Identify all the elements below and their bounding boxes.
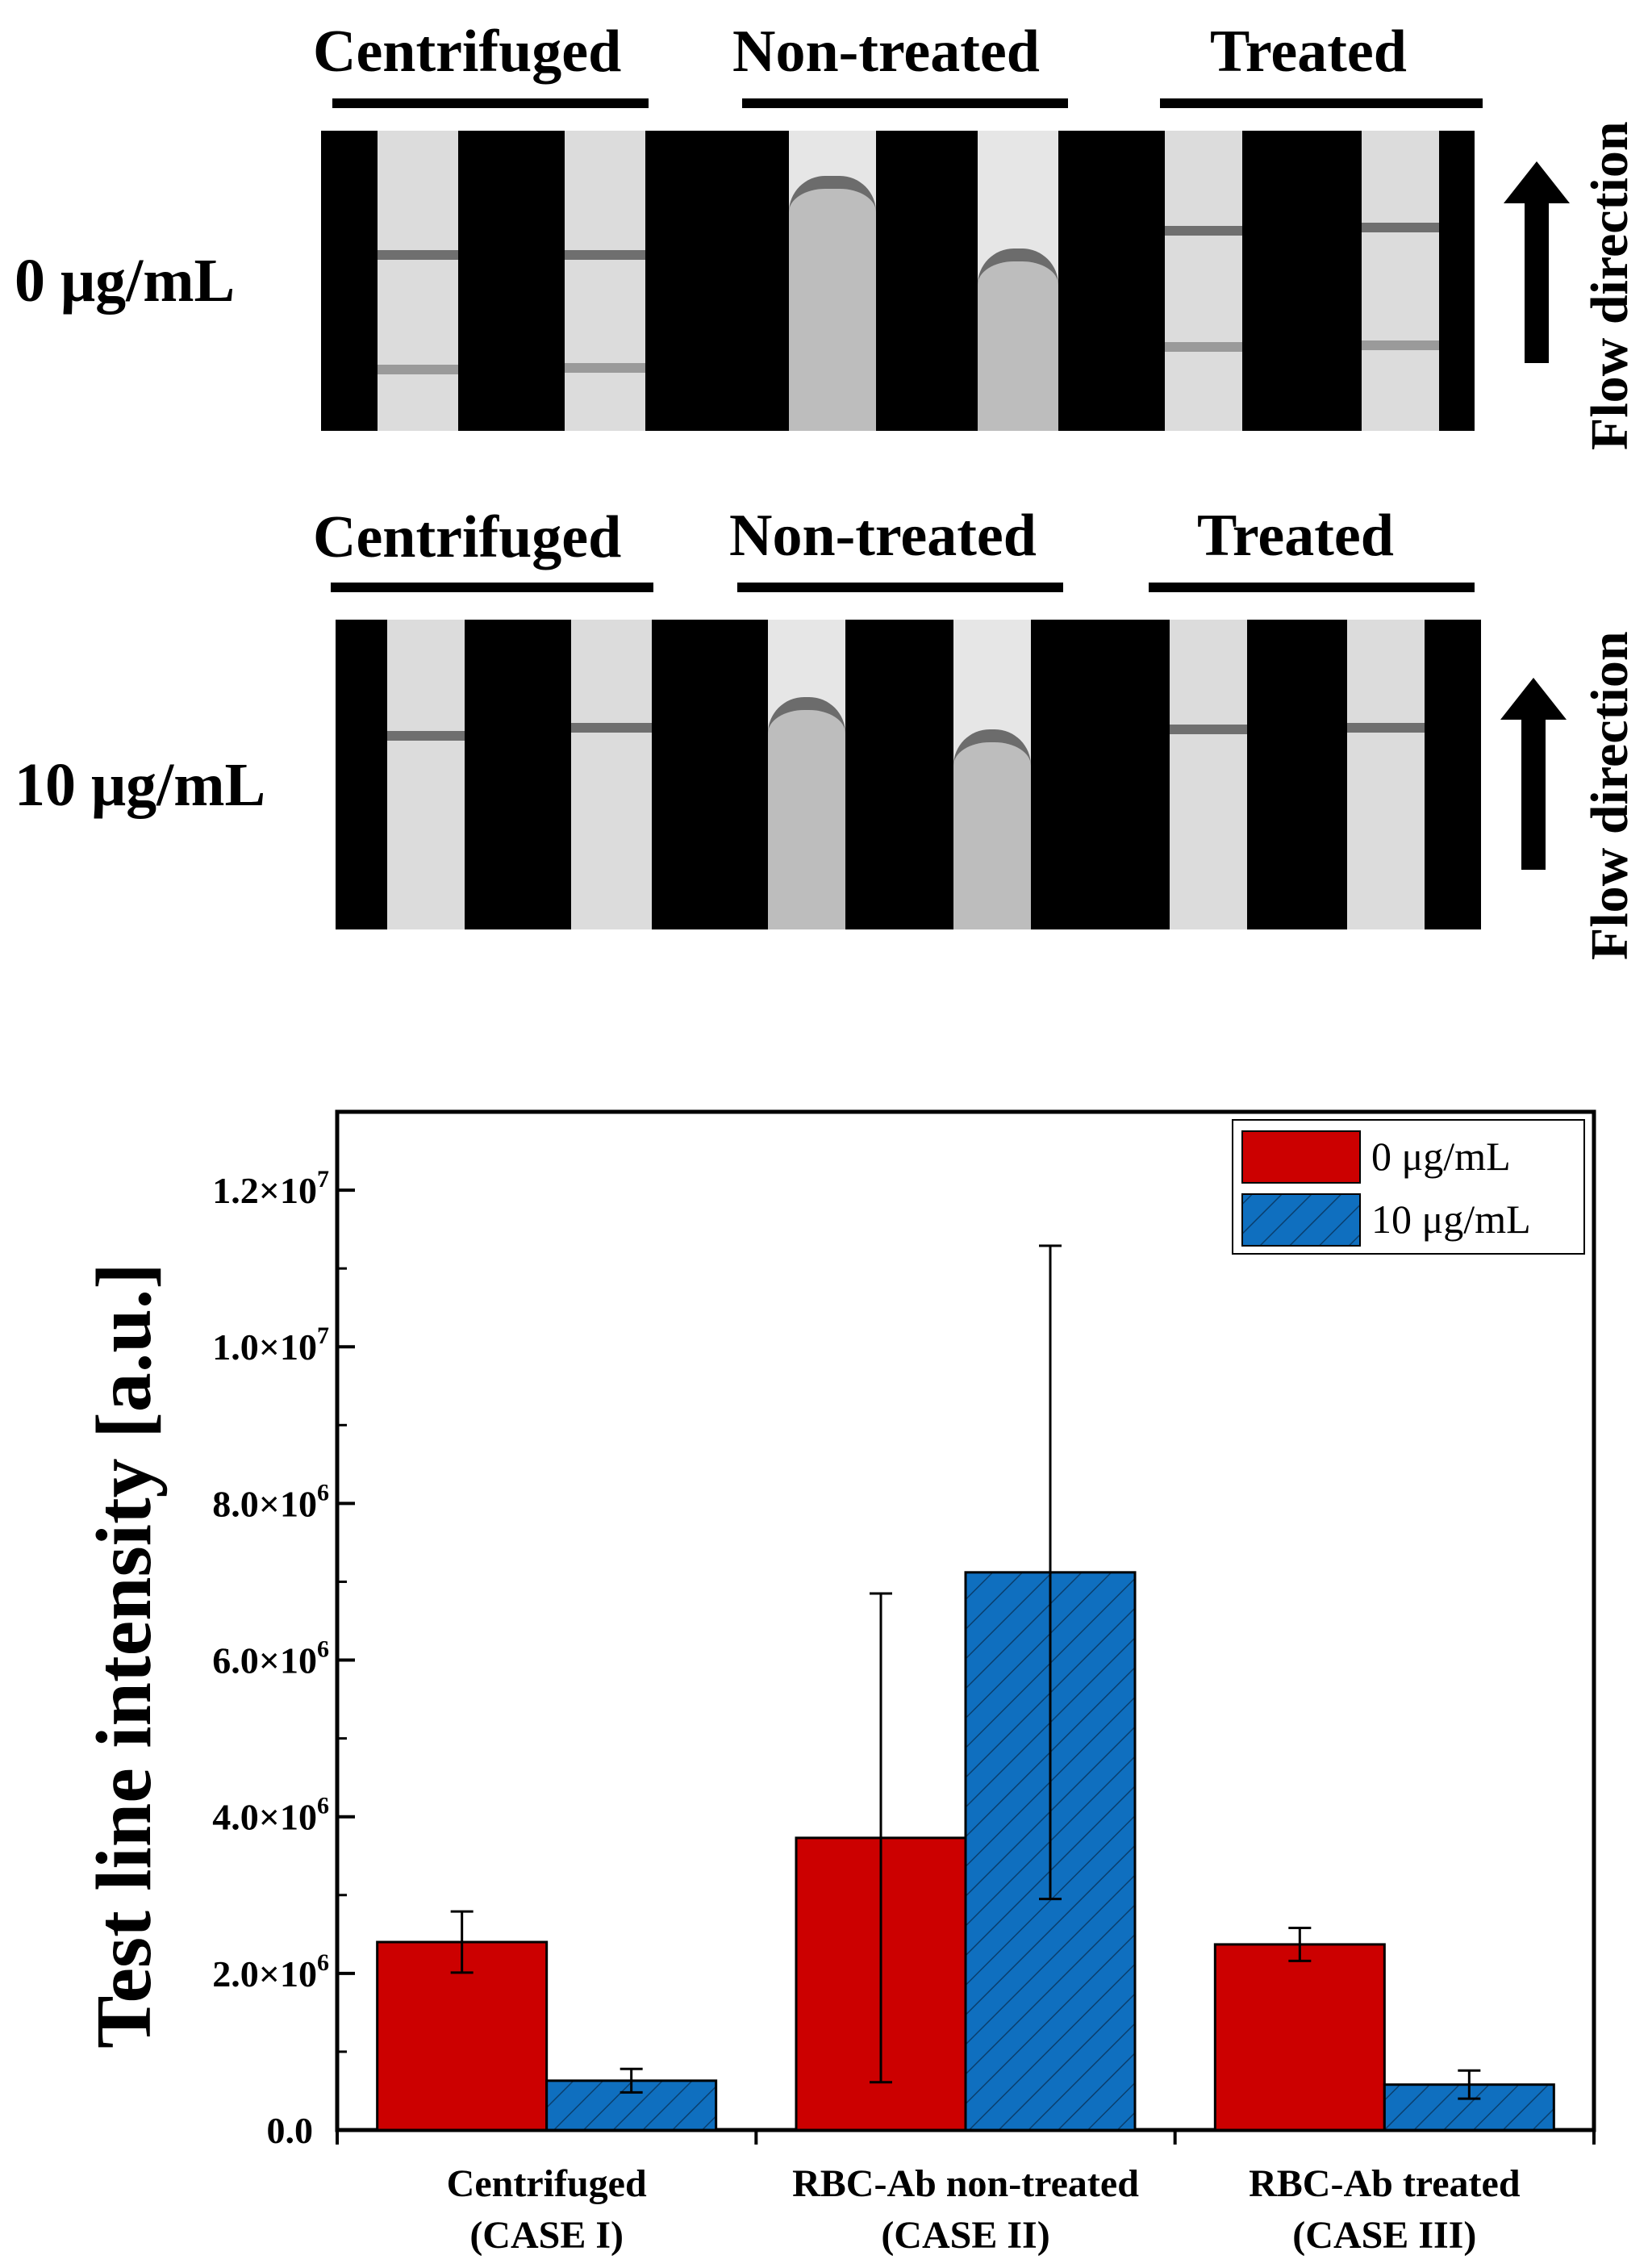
- test-strip: [378, 131, 458, 431]
- test-line: [1362, 223, 1439, 232]
- group-label-centrifuged: Centrifuged: [313, 19, 622, 85]
- test-strip: [978, 131, 1058, 431]
- y-tick-label: 8.0×106: [212, 1479, 329, 1524]
- group-bar-treated: [1160, 98, 1483, 108]
- legend-swatch-0: [1241, 1130, 1361, 1184]
- test-strip: [789, 131, 876, 431]
- x-category-label: (CASE II): [881, 2214, 1049, 2257]
- group-label-non-treated: Non-treated: [729, 503, 1037, 569]
- x-category-label: RBC-Ab non-treated: [792, 2162, 1139, 2205]
- test-strip: [565, 131, 645, 431]
- flow-direction-label: Flow direction: [1580, 631, 1639, 960]
- y-axis-label: Test line intensity [a.u.]: [81, 1263, 168, 2049]
- group-bar-non-treated: [737, 583, 1063, 592]
- legend-swatch-1: [1241, 1193, 1361, 1247]
- error-bar-1-2: [1458, 2069, 1481, 2100]
- flow-arrow-icon: [1500, 678, 1567, 870]
- test-strip: [768, 620, 845, 929]
- test-line: [378, 250, 458, 260]
- group-label-treated: Treated: [1197, 503, 1394, 569]
- control-line: [378, 365, 458, 374]
- test-line: [1347, 723, 1425, 733]
- y-tick-label: 4.0×106: [212, 1793, 329, 1838]
- test-line: [1165, 226, 1242, 236]
- test-strip: [571, 620, 652, 929]
- test-strip: [1347, 620, 1425, 929]
- y-tick-label: 2.0×106: [212, 1949, 329, 1994]
- error-bar-1-1: [1039, 1244, 1062, 1901]
- test-strip: [1170, 620, 1247, 929]
- test-strip: [953, 620, 1031, 929]
- group-bar-centrifuged: [331, 583, 653, 592]
- y-tick-label: 0.0: [267, 2110, 314, 2151]
- legend-label-1: 10 μg/mL: [1371, 1197, 1531, 1242]
- bar-chart: 0.0 2.0×106 4.0×106 6.0×106 8.0×106 1.0×107 1.…: [81, 1109, 1596, 2257]
- error-bar-0-2: [1288, 1927, 1312, 1962]
- test-strip: [1362, 131, 1439, 431]
- group-bar-non-treated: [742, 98, 1068, 108]
- test-line: [387, 731, 465, 741]
- x-category-label: (CASE I): [469, 2214, 624, 2257]
- x-category-label: RBC-Ab treated: [1249, 2162, 1521, 2205]
- control-line: [1362, 340, 1439, 350]
- group-label-non-treated: Non-treated: [732, 19, 1040, 85]
- test-line: [565, 250, 645, 260]
- rbc-blob: [789, 176, 876, 431]
- control-line: [1165, 342, 1242, 352]
- rbc-blob: [953, 729, 1031, 929]
- error-bar-0-1: [870, 1592, 892, 2084]
- test-line: [1170, 725, 1247, 734]
- bar-10ug-2: [1383, 2083, 1555, 2132]
- group-label-treated: Treated: [1210, 19, 1407, 85]
- y-tick-label: 6.0×106: [212, 1636, 329, 1681]
- test-line: [571, 723, 652, 733]
- y-tick-label: 1.0×107: [212, 1322, 329, 1368]
- concentration-label: 0 μg/mL: [15, 247, 236, 315]
- strip-photo: [336, 620, 1481, 929]
- error-bar-0-0: [450, 1910, 474, 1974]
- bar-10ug-0: [545, 2079, 718, 2132]
- legend-label-0: 0 μg/mL: [1371, 1134, 1511, 1179]
- flow-arrow-icon: [1504, 161, 1570, 363]
- concentration-label: 10 μg/mL: [15, 751, 266, 819]
- control-line: [565, 363, 645, 373]
- strip-photo: [321, 131, 1475, 431]
- group-bar-centrifuged: [332, 98, 649, 108]
- rbc-blob: [978, 249, 1058, 431]
- error-bar-1-0: [620, 2067, 643, 2094]
- bar-0ug-2: [1213, 1943, 1386, 2132]
- x-category-label: (CASE III): [1292, 2214, 1476, 2257]
- test-strip: [387, 620, 465, 929]
- y-tick-label: 1.2×107: [212, 1166, 329, 1211]
- group-bar-treated: [1149, 583, 1475, 592]
- test-strip: [1165, 131, 1242, 431]
- rbc-blob: [768, 697, 845, 929]
- flow-direction-label: Flow direction: [1580, 121, 1639, 450]
- x-category-label: Centrifuged: [447, 2162, 647, 2205]
- group-label-centrifuged: Centrifuged: [313, 504, 622, 570]
